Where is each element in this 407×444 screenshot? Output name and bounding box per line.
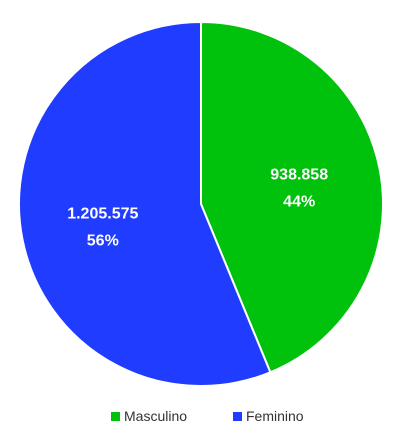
slice-value-label: 938.858 xyxy=(270,167,328,184)
legend-label-masculino[interactable]: Masculino xyxy=(124,408,187,424)
pie-slice-feminino xyxy=(18,20,272,387)
pie-slices xyxy=(18,20,384,387)
pie-slice-masculino xyxy=(200,20,384,374)
slice-value-label: 1.205.575 xyxy=(67,205,138,222)
legend-swatch-feminino xyxy=(233,412,242,421)
slice-labels: 938.858 44% 1.205.575 56% xyxy=(67,167,328,250)
chart-legend: Masculino Feminino xyxy=(111,408,304,424)
slice-percent-label: 44% xyxy=(283,194,315,211)
legend-swatch-masculino xyxy=(111,412,120,421)
legend-label-feminino[interactable]: Feminino xyxy=(246,408,304,424)
slice-percent-label: 56% xyxy=(87,232,119,249)
